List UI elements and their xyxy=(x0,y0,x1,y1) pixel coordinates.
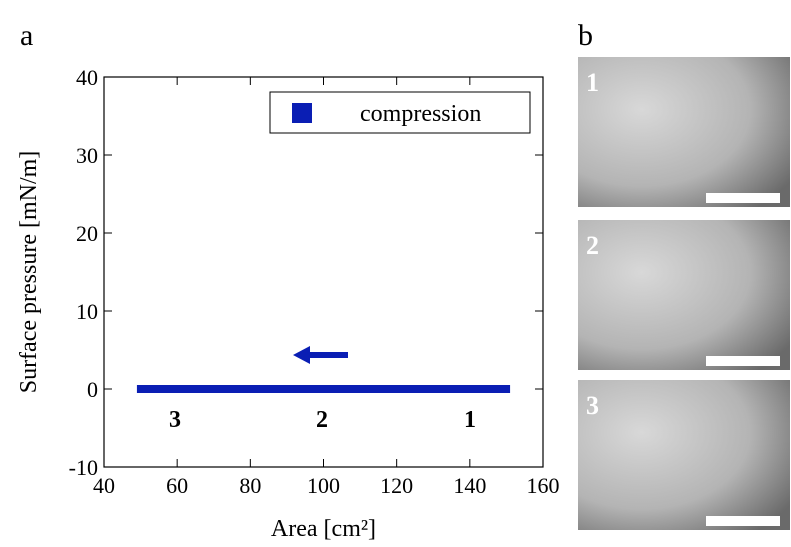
annotation: 3 xyxy=(169,407,181,433)
y-axis-label: Surface pressure [mN/m] xyxy=(16,151,42,394)
y-tick-label: 40 xyxy=(76,65,98,90)
micrograph xyxy=(578,57,790,207)
legend-label: compression xyxy=(360,101,481,127)
image-label: 1 xyxy=(586,68,599,97)
y-tick-label: 0 xyxy=(87,377,98,402)
direction-arrow-head xyxy=(293,346,310,364)
image-label: 2 xyxy=(586,231,599,260)
annotation: 1 xyxy=(464,407,476,433)
image-panels: 1 2 3 xyxy=(578,57,790,530)
image-label: 3 xyxy=(586,391,599,420)
micrograph xyxy=(578,220,790,370)
micrograph xyxy=(578,380,790,530)
panel-label: a xyxy=(20,19,33,52)
x-tick-label: 80 xyxy=(239,473,261,498)
y-tick-label: 20 xyxy=(76,221,98,246)
y-tick-label: -10 xyxy=(69,455,98,480)
x-tick-label: 100 xyxy=(307,473,340,498)
x-tick-label: 120 xyxy=(380,473,413,498)
annotation: 2 xyxy=(316,407,328,433)
legend-box xyxy=(269,91,531,134)
x-axis-label: Area [cm²] xyxy=(271,516,376,542)
scale-bar xyxy=(706,356,780,366)
y-tick-label: 30 xyxy=(76,143,98,168)
scale-bar xyxy=(706,193,780,203)
x-tick-label: 60 xyxy=(166,473,188,498)
y-tick-label: 10 xyxy=(76,299,98,324)
x-tick-label: 40 xyxy=(93,473,115,498)
scale-bar xyxy=(706,516,780,526)
panel-label: b xyxy=(578,19,593,52)
x-tick-label: 160 xyxy=(527,473,560,498)
x-tick-label: 140 xyxy=(453,473,486,498)
legend-swatch xyxy=(292,103,312,123)
